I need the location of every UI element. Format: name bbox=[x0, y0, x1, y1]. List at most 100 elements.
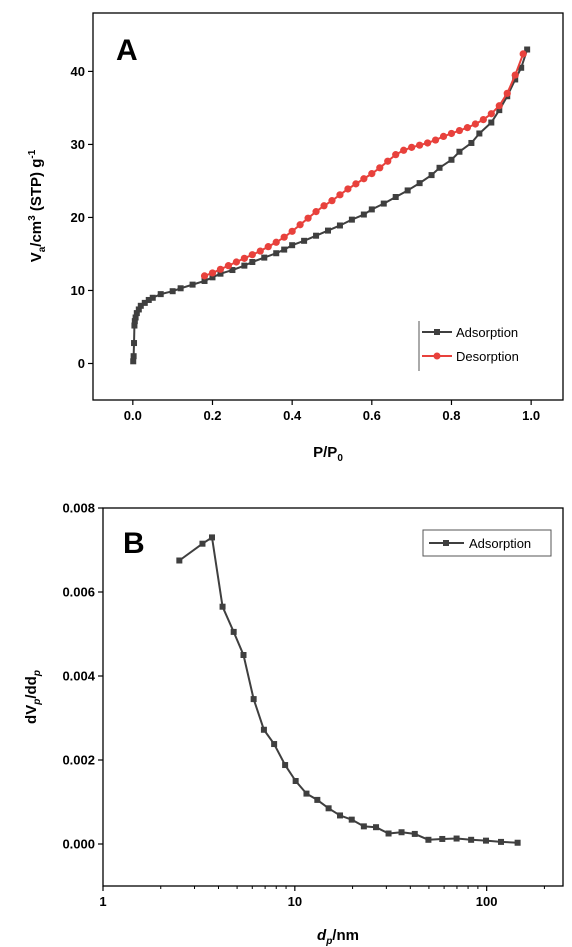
panel-b-series-adsorption-line bbox=[178, 536, 518, 844]
panel-a-desorption-point bbox=[455, 126, 464, 135]
panel-a-adsorption-point bbox=[524, 46, 531, 53]
panel-a-adsorption-point bbox=[496, 107, 503, 114]
panel-a-x-tick-label: 0.0 bbox=[124, 408, 142, 423]
panel-a-desorption-point bbox=[439, 132, 448, 141]
panel-a-adsorption-point bbox=[325, 227, 331, 234]
panel-a-axes: 0.0 0.2 0.4 0.6 0.8 1.0 0 10 20 30 40 bbox=[71, 64, 541, 423]
panel-b-adsorption-point bbox=[482, 837, 489, 844]
panel-a-desorption-point bbox=[352, 180, 360, 188]
panel-a-y-tick-label: 0 bbox=[78, 356, 85, 371]
panel-b-adsorption-point bbox=[468, 836, 475, 843]
panel-b-adsorption-point bbox=[292, 778, 299, 784]
panel-a-desorption-point bbox=[288, 227, 296, 235]
panel-a-adsorption-point bbox=[135, 306, 142, 313]
panel-a-adsorption-point bbox=[149, 294, 156, 301]
panel-b-adsorption-point bbox=[398, 829, 405, 836]
legend-desorption-marker bbox=[433, 352, 441, 360]
panel-b-x-tick-label: 10 bbox=[288, 894, 302, 909]
panel-a-letter: A bbox=[116, 34, 138, 67]
panel-a-adsorption-point bbox=[177, 285, 184, 292]
panel-a-adsorption-point bbox=[380, 200, 387, 207]
panel-a-desorption-point bbox=[431, 136, 440, 144]
panel-a-desorption-point bbox=[312, 208, 320, 216]
panel-b-legend-frame bbox=[422, 529, 552, 557]
panel-a-desorption-point bbox=[216, 265, 225, 273]
panel-b-adsorption-point bbox=[337, 812, 344, 819]
panel-a-desorption-point bbox=[423, 139, 432, 147]
panel-a-desorption-point bbox=[384, 157, 392, 165]
panel-a-adsorption-point bbox=[241, 262, 248, 269]
panel-b-y-axis-label: dVp/ddp bbox=[23, 670, 43, 724]
panel-a-adsorption-point bbox=[488, 119, 495, 126]
panel-a-adsorption-point bbox=[512, 76, 519, 83]
panel-a-adsorption-point bbox=[428, 172, 435, 179]
panel-a-x-tick-label: 0.6 bbox=[363, 408, 381, 423]
panel-a-adsorption-point bbox=[436, 164, 443, 171]
panel-a-adsorption-point bbox=[368, 206, 375, 213]
panel-a-adsorption-point bbox=[189, 281, 196, 288]
panel-a-x-tick-label: 0.4 bbox=[283, 408, 302, 423]
panel-a-desorption-point bbox=[376, 164, 384, 172]
panel-a-desorption-point bbox=[392, 151, 400, 159]
panel-a-adsorption-point bbox=[132, 314, 139, 321]
panel-b-x-tick-label: 100 bbox=[476, 894, 498, 909]
panel-a-adsorption-point bbox=[169, 288, 176, 295]
panel-b-adsorption-point bbox=[385, 830, 392, 837]
panel-a-adsorption-point bbox=[133, 310, 140, 317]
panel-a-adsorption-point bbox=[229, 267, 236, 274]
panel-b-series bbox=[176, 534, 521, 846]
panel-a-x-tick-label: 1.0 bbox=[522, 408, 540, 423]
panel-b-adsorption-point bbox=[498, 838, 505, 845]
panel-b-adsorption-point bbox=[425, 836, 432, 843]
panel-b-y-tick-label: 0.006 bbox=[62, 585, 95, 600]
panel-b-adsorption-point bbox=[250, 696, 257, 703]
panel-b-adsorption-point bbox=[230, 628, 237, 635]
panel-b-adsorption-point bbox=[199, 540, 206, 547]
panel-b-letter: B bbox=[123, 527, 145, 560]
panel-a-desorption-point bbox=[272, 238, 280, 246]
panel-a-y-tick-label: 30 bbox=[71, 137, 85, 152]
panel-a-plot-frame bbox=[92, 12, 564, 401]
panel-b-adsorption-point bbox=[439, 835, 446, 842]
panel-b-adsorption-point bbox=[260, 726, 267, 733]
panel-a-desorption-point bbox=[408, 143, 416, 151]
panel-a-legend: Adsorption Desorption bbox=[418, 321, 519, 371]
panel-b-legend: Adsorption bbox=[422, 529, 552, 557]
panel-a-series bbox=[130, 46, 531, 365]
panel-a-adsorption-point bbox=[313, 232, 320, 239]
panel-a-series-adsorption-line bbox=[132, 49, 529, 362]
panel-a-adsorption-point bbox=[141, 299, 148, 306]
panel-b-y-tick-label: 0.008 bbox=[62, 501, 95, 516]
panel-b-adsorption-point bbox=[373, 824, 380, 831]
panel-a-desorption-point bbox=[511, 71, 519, 79]
panel-b-y-tick-label: 0.002 bbox=[62, 753, 95, 768]
panel-a-desorption-point bbox=[479, 116, 487, 124]
panel-b-adsorption-point bbox=[271, 741, 278, 748]
panel-b-y-tick-label: 0.000 bbox=[62, 837, 95, 852]
panel-b-adsorption-point bbox=[453, 835, 460, 842]
panel-a-desorption-point bbox=[304, 214, 312, 222]
panel-a-desorption-point bbox=[328, 197, 336, 205]
panel-a-adsorption-point bbox=[131, 340, 138, 347]
panel-a-adsorption-point bbox=[281, 246, 288, 253]
panel-b-x-tick-label: 1 bbox=[99, 894, 106, 909]
panel-a-desorption-point bbox=[264, 243, 272, 251]
panel-a-desorption-point bbox=[256, 247, 264, 255]
panel-a-adsorption-point bbox=[261, 254, 268, 261]
panel-b-chart: 1 10 100 0.000 0.002 0.004 0.006 0.008 B Adsorp… bbox=[23, 501, 564, 947]
panel-b-adsorption-point bbox=[303, 790, 310, 797]
panel-a-adsorption-point bbox=[131, 322, 138, 329]
panel-a-y-tick-label: 10 bbox=[71, 283, 85, 298]
panel-a-adsorption-point bbox=[157, 291, 164, 298]
panel-a-adsorption-point bbox=[360, 211, 367, 218]
panel-a-adsorption-point bbox=[476, 130, 483, 137]
panel-a-adsorption-point bbox=[217, 270, 224, 277]
panel-a-adsorption-point bbox=[348, 216, 355, 223]
panel-a-desorption-point bbox=[368, 170, 376, 178]
panel-b-adsorption-point bbox=[176, 557, 183, 564]
panel-b-adsorption-point bbox=[240, 652, 247, 658]
panel-a-desorption-point bbox=[463, 124, 472, 132]
panel-a-series-desorption-line bbox=[204, 53, 525, 277]
panel-a-x-axis-label: P/P0 bbox=[313, 444, 343, 464]
